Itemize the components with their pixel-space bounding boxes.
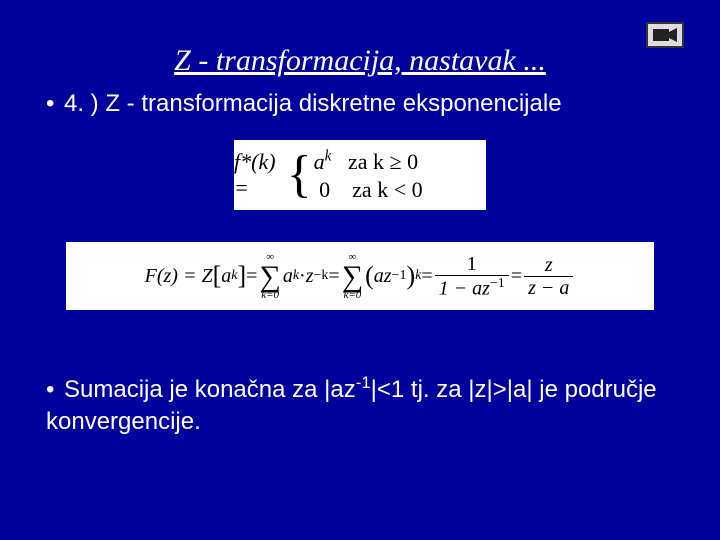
eq2-paren-l: ( <box>365 261 374 291</box>
bullet-1-text: 4. ) Z - transformacija diskretne ekspon… <box>64 90 562 117</box>
bullet-2-a: Sumacija je konačna za |az <box>64 376 356 403</box>
eq2-eq4: = <box>511 265 522 288</box>
eq2-sum2-bot: k=0 <box>342 290 363 301</box>
bullet-2-exp: -1 <box>356 373 371 392</box>
eq1-case-bot-cond: za k < 0 <box>352 177 422 202</box>
eq1-case-top-exp: k <box>325 148 332 165</box>
bullet-2: •Sumacija je konačna za |az-1|<1 tj. za … <box>46 372 660 439</box>
eq2-eq1: = <box>246 265 257 288</box>
eq2-f2-num: z <box>524 254 573 277</box>
eq2-f1-den: 1 − az <box>439 277 490 299</box>
eq2-bracket-r: ] <box>237 261 246 291</box>
eq2-eq3: = <box>421 265 432 288</box>
eq2-f1-den-exp: −1 <box>490 276 505 291</box>
eq2-t2-exp: −1 <box>392 268 407 284</box>
slide-title: Z - transformacija, nastavak ... <box>0 44 720 78</box>
eq2-lhs: F(z) = Z <box>145 265 213 288</box>
eq2-t1a: a <box>283 265 293 288</box>
eq2-sum1: ∞ ∑ k=0 <box>259 252 280 301</box>
eq2-sum2: ∞ ∑ k=0 <box>342 252 363 301</box>
eq2-dot: · <box>299 265 306 288</box>
eq2-t1z: z <box>306 265 314 288</box>
eq1-case-top-cond: za k ≥ 0 <box>348 149 418 174</box>
eq2-f1-num: 1 <box>435 253 509 276</box>
eq2-frac1: 1 1 − az−1 <box>435 253 509 300</box>
eq2-t1zexp: −k <box>314 268 329 284</box>
eq2-bracket-l: [ <box>213 261 222 291</box>
equation-2: F(z) = Z[ak] = ∞ ∑ k=0 ak · z−k = ∞ ∑ k=… <box>66 242 654 310</box>
eq2-t2-inner: az <box>374 265 392 288</box>
eq2-sum1-bot: k=0 <box>259 290 280 301</box>
eq2-eq2: = <box>328 265 339 288</box>
eq2-frac2: z z − a <box>524 254 573 299</box>
eq1-cases: ak za k ≥ 0 0 za k < 0 <box>314 147 486 203</box>
eq1-brace: { <box>287 149 312 201</box>
bullet-1: •4. ) Z - transformacija diskretne ekspo… <box>46 90 562 118</box>
eq1-case-bot-0: 0 <box>319 177 330 202</box>
eq1-lhs: f*(k) = <box>234 149 283 201</box>
eq1-case-top-a: a <box>314 149 325 174</box>
equation-1: f*(k) = { ak za k ≥ 0 0 za k < 0 <box>234 140 486 210</box>
eq2-paren-r: ) <box>406 261 415 291</box>
eq2-f2-den: z − a <box>524 277 573 299</box>
eq2-br-a: a <box>221 265 231 288</box>
